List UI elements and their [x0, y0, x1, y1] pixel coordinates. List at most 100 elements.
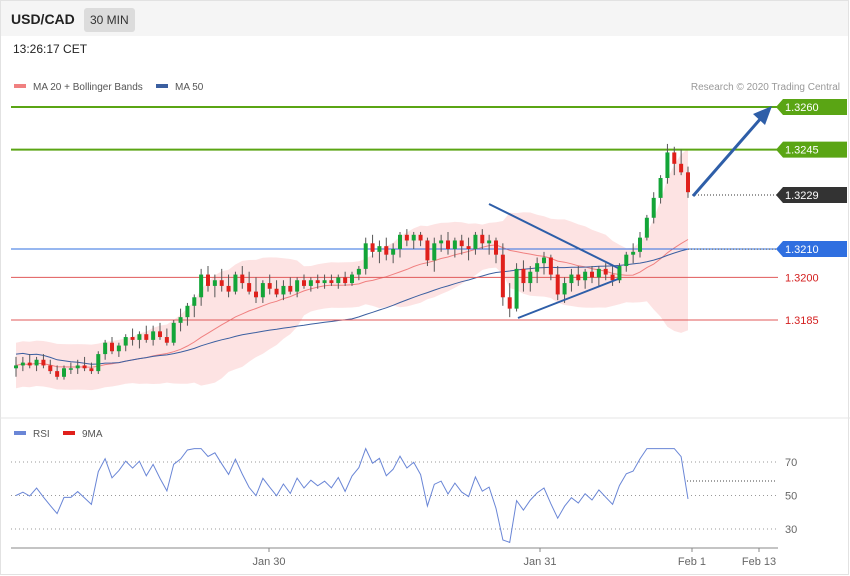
candle-body — [596, 268, 601, 278]
timeframe-badge[interactable]: 30 MIN — [84, 8, 135, 32]
candle-body — [55, 371, 60, 377]
candle-body — [665, 152, 670, 178]
candle-body — [164, 337, 169, 343]
candle-body — [514, 268, 519, 309]
target-arrow-head — [753, 106, 772, 125]
candles-group — [14, 143, 690, 380]
pair-title: USD/CAD — [11, 11, 75, 27]
ma50-legend-label: MA 50 — [175, 82, 204, 93]
rsi-ma-legend-swatch — [63, 431, 75, 435]
rsi-tick-label: 50 — [785, 491, 797, 503]
candle-body — [158, 331, 162, 338]
candle-body — [137, 334, 142, 340]
rsi-tick-label: 30 — [785, 524, 797, 536]
time-tick-label: Jan 31 — [523, 556, 556, 568]
level-tag-1.3210 — [776, 241, 847, 257]
candle-body — [14, 365, 18, 369]
bollinger-band — [16, 148, 688, 391]
candle-body — [603, 268, 608, 275]
candle-body — [494, 240, 498, 255]
candle-body — [288, 285, 293, 292]
candle-body — [658, 178, 663, 198]
candle-body — [452, 240, 457, 249]
triangle-lower-line — [517, 278, 619, 319]
level-tag-1.3229 — [776, 187, 847, 204]
level-label-1.3200: 1.3200 — [785, 272, 819, 284]
candle-body — [343, 277, 348, 284]
candle-body — [583, 271, 588, 281]
candle-body — [398, 234, 402, 249]
time-tick-label: Feb 1 — [678, 556, 706, 568]
time-tick-label: Jan 30 — [252, 556, 285, 568]
rsi-line — [15, 447, 689, 544]
candle-body — [391, 249, 396, 255]
candle-body — [439, 240, 444, 244]
candle-body — [322, 280, 327, 284]
candle-body — [89, 368, 94, 372]
candle-body — [473, 234, 478, 249]
candle-body — [631, 251, 636, 255]
candle-body — [363, 243, 368, 269]
candle-body — [281, 285, 286, 295]
candle-body — [233, 274, 238, 292]
candle-body — [562, 283, 567, 295]
candle-body — [446, 240, 450, 249]
time-tick-label: Feb 13 — [742, 556, 776, 568]
candle-body — [185, 305, 190, 318]
target-arrow-shaft — [691, 116, 764, 197]
candle-body — [199, 274, 204, 298]
candle-body — [638, 237, 642, 252]
candle-body — [610, 274, 615, 281]
candle-body — [432, 243, 437, 261]
candle-body — [254, 291, 258, 298]
candle-body — [192, 297, 197, 306]
candle-body — [308, 280, 313, 286]
candle-body — [418, 234, 423, 241]
candle-body — [151, 331, 156, 340]
price-levels: 1.3260 1.3245 1.3229 1.3210 1.3200 1.3185 — [11, 99, 847, 327]
level-label-1.3210: 1.3210 — [785, 244, 819, 256]
candle-body — [576, 274, 581, 281]
rsi-legend-label: RSI — [33, 429, 50, 440]
rsi-ma-legend-label: 9MA — [82, 429, 103, 440]
timestamp: 13:26:17 CET — [13, 42, 88, 56]
candle-body — [672, 152, 677, 164]
triangle-upper-line — [488, 203, 619, 269]
candle-body — [542, 257, 546, 264]
candle-body — [370, 243, 375, 252]
candle-body — [302, 280, 306, 286]
candle-body — [260, 283, 265, 298]
candle-body — [528, 271, 533, 284]
candle-body — [62, 368, 66, 377]
candle-body — [178, 317, 183, 323]
candle-body — [82, 365, 87, 369]
candle-body — [404, 234, 409, 241]
candle-body — [240, 274, 245, 284]
candle-body — [219, 280, 224, 286]
candle-body — [624, 254, 629, 267]
candle-body — [679, 163, 684, 173]
candle-body — [226, 285, 231, 292]
candle-body — [651, 197, 656, 218]
candle-body — [171, 322, 176, 343]
credit-text: Research © 2020 Trading Central — [691, 82, 840, 93]
candle-body — [487, 240, 492, 244]
candle-body — [123, 337, 128, 346]
candle-body — [267, 283, 272, 289]
candle-body — [425, 240, 430, 261]
candle-body — [212, 280, 217, 286]
candle-body — [41, 359, 46, 366]
candle-body — [356, 268, 361, 275]
candle-body — [96, 354, 101, 372]
candle-body — [274, 288, 279, 295]
candle-body — [548, 257, 553, 275]
candle-body — [569, 274, 574, 284]
candle-body — [521, 268, 526, 284]
candle-body — [144, 334, 149, 340]
candle-body — [34, 359, 39, 366]
candle-body — [27, 362, 32, 366]
candle-body — [466, 246, 471, 249]
candle-body — [507, 297, 512, 309]
candle-body — [68, 368, 73, 370]
